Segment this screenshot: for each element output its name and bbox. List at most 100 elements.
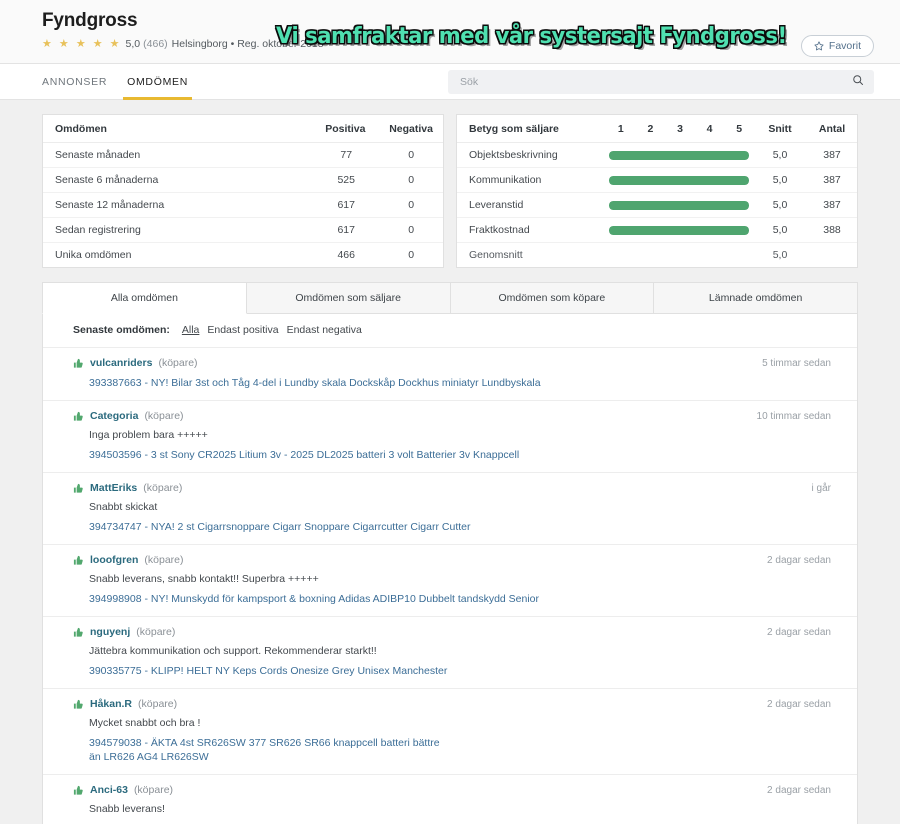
tab-alla-omdomen[interactable]: Alla omdömen — [42, 282, 247, 314]
table-row: Leveranstid 5,0 387 — [457, 192, 857, 218]
thumbs-up-icon — [73, 785, 84, 796]
favorit-button[interactable]: Favorit — [800, 35, 874, 57]
review-item-link[interactable]: 393387663 - NY! Bilar 3st och Tåg 4-del … — [89, 377, 541, 389]
review-username[interactable]: Anci-63 — [90, 784, 128, 796]
review-username[interactable]: Håkan.R — [90, 698, 133, 710]
rating-bar-cell-empty — [605, 243, 753, 268]
star-outline-icon — [814, 41, 824, 51]
col-omdomen: Omdömen — [43, 115, 314, 143]
review-username[interactable]: Categoria — [90, 410, 139, 422]
row-positiva: 466 — [337, 249, 355, 261]
seller-ratings-body: Objektsbeskrivning 5,0 387 Kommunikation — [457, 142, 857, 268]
rating-bar-fill — [609, 200, 749, 210]
row-label: Kommunikation — [457, 167, 605, 193]
review-item: vulcanriders (köpare) 5 timmar sedan 393… — [43, 348, 857, 401]
filter-option-endast-negativa[interactable]: Endast negativa — [286, 324, 362, 336]
review-header: nguyenj (köpare) — [73, 626, 831, 638]
rating-bar-track — [609, 175, 749, 185]
row-label: Senaste månaden — [43, 142, 314, 168]
tab-omdomen-som-kopare[interactable]: Omdömen som köpare — [450, 282, 655, 314]
table-row: Senaste 12 månaderna 617 0 — [43, 192, 443, 218]
search-input[interactable] — [458, 75, 852, 89]
tab-omdomen-som-saljare[interactable]: Omdömen som säljare — [246, 282, 451, 314]
review-username[interactable]: nguyenj — [90, 626, 131, 638]
col-antal: Antal — [805, 115, 857, 143]
rating-stars: ★ ★ ★ ★ ★ — [42, 38, 122, 50]
row-negativa: 0 — [408, 249, 415, 261]
table-header-row: Omdömen Positiva Negativa — [43, 115, 443, 143]
review-comment: Jättebra kommunikation och support. Reko… — [89, 645, 377, 657]
review-item: MattEriks (köpare) i går Snabbt skickat … — [43, 473, 857, 545]
thumbs-up-icon — [73, 411, 84, 422]
thumbs-up-icon — [73, 483, 84, 494]
rating-bar-track — [609, 150, 749, 160]
shop-meta: ★ ★ ★ ★ ★ 5,0 (466) Helsingborg • Reg. o… — [42, 35, 874, 53]
filter-option-endast-positiva[interactable]: Endast positiva — [207, 324, 279, 336]
row-label: Fraktkostnad — [457, 217, 605, 243]
col-negativa: Negativa — [377, 115, 443, 143]
review-item-link[interactable]: 394998908 - NY! Munskydd för kampsport &… — [89, 593, 540, 605]
row-antal — [805, 243, 857, 268]
thumbs-up-icon — [73, 699, 84, 710]
review-item-link[interactable]: 394579038 - ÄKTA 4st SR626SW 377 SR626 S… — [89, 737, 440, 763]
table-row-average: Genomsnitt 5,0 — [457, 243, 857, 268]
table-row: Senaste månaden 77 0 — [43, 142, 443, 168]
review-username[interactable]: MattEriks — [90, 482, 138, 494]
review-header: Håkan.R (köpare) — [73, 698, 831, 710]
col-scale-2: 2 — [634, 115, 665, 143]
review-item-link[interactable]: 394734747 - NYA! 2 st Cigarrsnoppare Cig… — [89, 521, 471, 533]
review-timestamp: 10 timmar sedan — [756, 411, 831, 422]
review-role: (köpare) — [158, 357, 198, 369]
review-username[interactable]: looofgren — [90, 554, 139, 566]
review-timestamp: 2 dagar sedan — [767, 699, 831, 710]
table-row: Kommunikation 5,0 387 — [457, 167, 857, 193]
row-negativa: 0 — [377, 217, 443, 243]
review-role: (köpare) — [133, 784, 174, 796]
stats-row: Omdömen Positiva Negativa Senaste månade… — [42, 114, 858, 268]
col-scale-5: 5 — [723, 115, 753, 143]
col-scale-4: 4 — [693, 115, 724, 143]
row-antal: 387 — [805, 142, 857, 168]
search-bar[interactable] — [448, 70, 874, 94]
row-label: Objektsbeskrivning — [457, 142, 605, 168]
review-username[interactable]: vulcanriders — [90, 357, 153, 369]
review-filter-row: Senaste omdömen: Alla Endast positiva En… — [43, 313, 857, 348]
review-header: looofgren (köpare) — [73, 554, 831, 566]
col-scale-1: 1 — [605, 115, 635, 143]
nav-tab-omdomen[interactable]: OMDÖMEN — [123, 64, 192, 100]
row-snitt: 5,0 — [753, 217, 805, 243]
review-item: looofgren (köpare) 2 dagar sedan Snabb l… — [43, 545, 857, 617]
review-role: (köpare) — [136, 626, 176, 638]
reviews-summary-table: Omdömen Positiva Negativa Senaste månade… — [43, 115, 443, 267]
search-icon[interactable] — [852, 73, 864, 91]
table-row: Sedan registrering 617 0 — [43, 217, 443, 243]
review-role: (köpare) — [138, 698, 178, 710]
filter-label: Senaste omdömen: — [73, 324, 170, 336]
review-item: nguyenj (köpare) 2 dagar sedan Jättebra … — [43, 617, 857, 689]
row-label: Unika omdömen — [55, 249, 132, 261]
main-navbar: ANNONSER OMDÖMEN — [0, 64, 900, 100]
review-timestamp: 2 dagar sedan — [767, 785, 831, 796]
reviews-summary-body: Senaste månaden 77 0 Senaste 6 månaderna… — [43, 142, 443, 268]
seller-ratings-table: Betyg som säljare 1 2 3 4 5 Snitt Antal … — [457, 115, 857, 267]
review-role: (köpare) — [144, 410, 184, 422]
review-item-link[interactable]: 390335775 - KLIPP! HELT NY Keps Cords On… — [89, 665, 448, 677]
favorit-label: Favorit — [828, 40, 861, 52]
review-header: vulcanriders (köpare) — [73, 357, 831, 369]
filter-option-alla[interactable]: Alla — [181, 324, 200, 336]
table-row: Senaste 6 månaderna 525 0 — [43, 167, 443, 193]
tab-lamnade-omdomen[interactable]: Lämnade omdömen — [654, 282, 858, 314]
rating-bar-cell — [605, 217, 753, 243]
nav-tab-annonser[interactable]: ANNONSER — [42, 75, 108, 88]
location-registration: Helsingborg • Reg. oktober 2018 — [171, 38, 324, 50]
row-snitt: 5,0 — [753, 192, 805, 218]
row-snitt: 5,0 — [753, 142, 805, 168]
review-item-link[interactable]: 394503596 - 3 st Sony CR2025 Litium 3v -… — [89, 449, 520, 461]
review-comment: Mycket snabbt och bra ! — [89, 717, 201, 729]
review-timestamp: 2 dagar sedan — [767, 555, 831, 566]
row-negativa: 0 — [377, 167, 443, 193]
row-snitt: 5,0 — [772, 249, 788, 261]
review-comment: Snabb leverans, snabb kontakt!! Superbra… — [89, 573, 319, 585]
row-positiva: 525 — [313, 167, 378, 193]
row-antal: 387 — [805, 192, 857, 218]
